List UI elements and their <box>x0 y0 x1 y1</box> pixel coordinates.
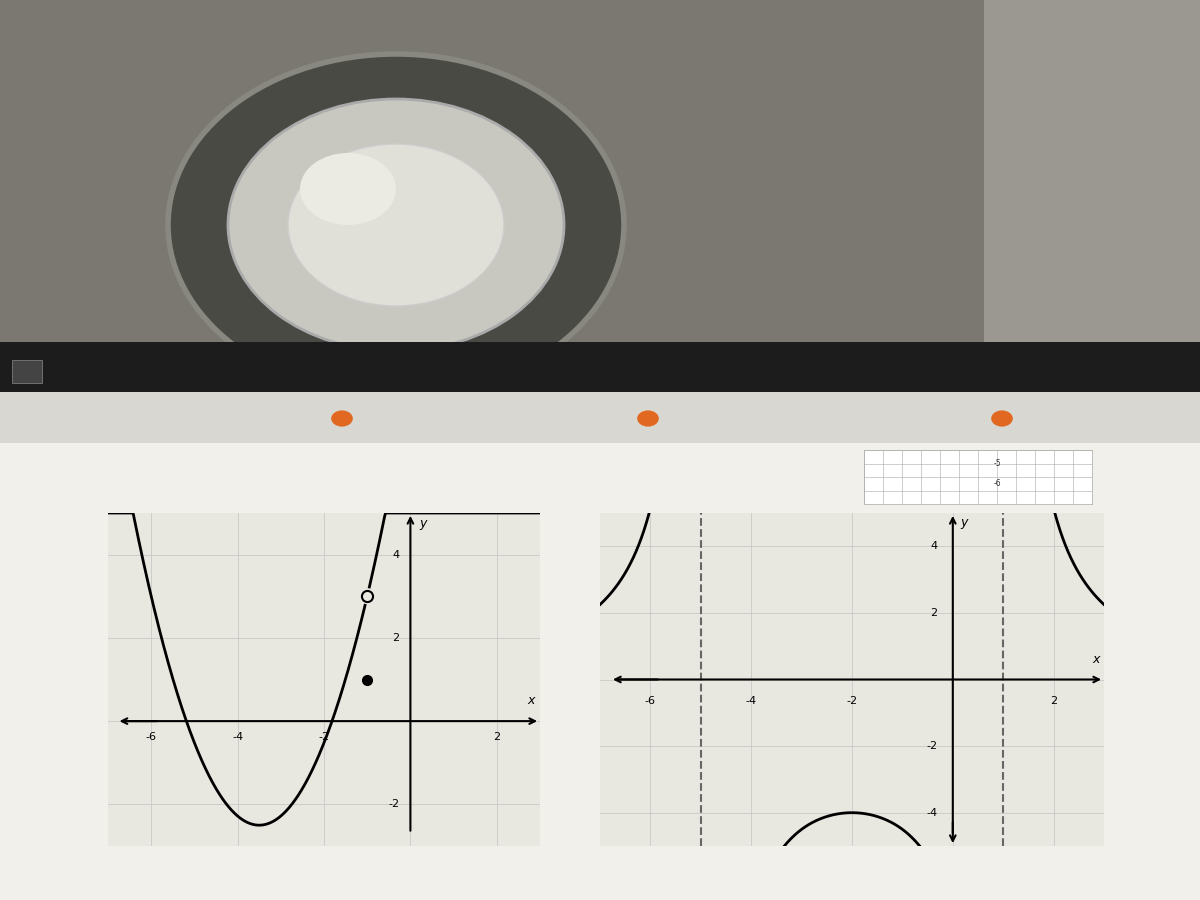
Text: -4: -4 <box>745 697 757 706</box>
Text: a): a) <box>90 519 106 534</box>
Text: x: x <box>528 694 535 706</box>
Text: -2: -2 <box>926 741 937 751</box>
Text: -2: -2 <box>318 732 330 742</box>
Text: https://kdsb.elearningontario.ca...: https://kdsb.elearningontario.ca... <box>1032 417 1163 426</box>
Text: -4: -4 <box>232 732 244 742</box>
Text: -6: -6 <box>145 732 157 742</box>
Text: 4: 4 <box>930 541 937 552</box>
Text: -2: -2 <box>389 799 400 809</box>
Text: y: y <box>419 518 426 530</box>
Text: -2: -2 <box>846 697 858 706</box>
Text: 2: 2 <box>493 732 500 742</box>
Text: Assignments - MCV4UV-02-Cal...: Assignments - MCV4UV-02-Cal... <box>168 417 313 426</box>
Text: b): b) <box>576 519 592 534</box>
Text: 4: 4 <box>392 550 400 560</box>
Text: ome 5 Test - MCV4UV-02-...: ome 5 Test - MCV4UV-02-... <box>36 417 158 426</box>
Text: https://kdsb.elearningontario.ca...: https://kdsb.elearningontario.ca... <box>552 417 695 426</box>
Text: lkdsb.elearningontario.ca: lkdsb.elearningontario.ca <box>444 417 559 426</box>
Text: 2: 2 <box>1050 697 1057 706</box>
Text: -4: -4 <box>926 807 937 818</box>
Text: 2. State the type of discontinuity for each graph below.: 2. State the type of discontinuity for e… <box>72 482 570 500</box>
Text: -5: -5 <box>994 459 1001 468</box>
Text: x: x <box>1093 653 1100 666</box>
Text: 2: 2 <box>392 633 400 643</box>
Text: Compose New Message - MCV4...: Compose New Message - MCV4... <box>828 417 968 426</box>
Text: -6: -6 <box>994 479 1001 488</box>
Text: -6: -6 <box>644 697 656 706</box>
Text: https://lkdsb.elearningontario.ca...: https://lkdsb.elearningontario.ca... <box>684 417 829 426</box>
Text: y: y <box>960 517 967 529</box>
Text: 2: 2 <box>930 608 937 618</box>
